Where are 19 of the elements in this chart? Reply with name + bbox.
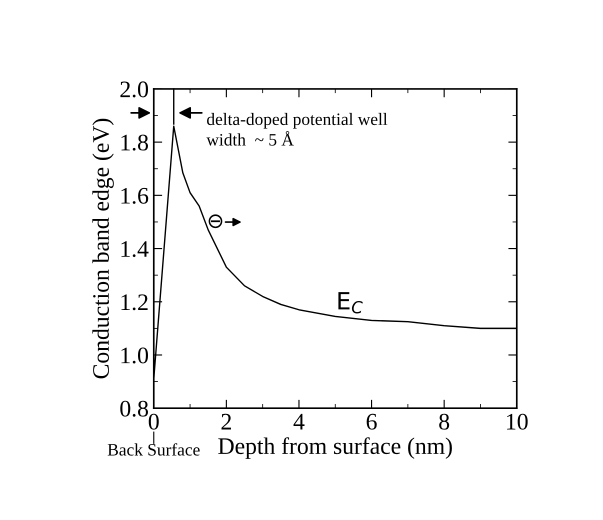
y-tick-label: 1.8 (121, 134, 148, 151)
y-tick-label: 1.2 (121, 294, 148, 310)
text: Back Surface (108, 443, 200, 456)
y-tick-label: 1.4 (121, 241, 149, 258)
y-tick-label: 1.0 (121, 347, 148, 364)
annotation: delta-doped potential well width ~ 5 Å (206, 112, 388, 146)
x-tick-label: 8 (439, 414, 450, 430)
x-tick-label: 10 (507, 414, 528, 430)
x-tick-label: 6 (366, 414, 377, 430)
y-tick-label: 0.8 (120, 400, 148, 417)
x-tick-label: 0 (148, 414, 159, 430)
x-tick-label: 2 (222, 414, 231, 430)
y-tick-label: 2.0 (120, 81, 148, 98)
x-tick-label: 4 (294, 414, 304, 430)
x-axis-title: Depth from surface (nm) (218, 437, 452, 459)
y-axis-title: Conduction band edge (eV) (92, 118, 114, 378)
annotation: ⊖ (208, 214, 222, 228)
annotation: E$_{C}$ (338, 292, 363, 314)
y-tick-label: 1.6 (121, 188, 148, 204)
